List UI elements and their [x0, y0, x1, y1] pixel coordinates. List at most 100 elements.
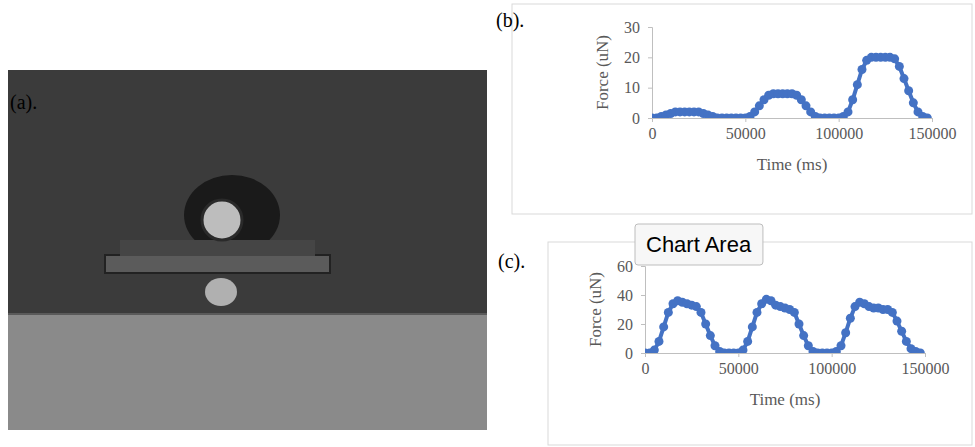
point: [848, 95, 857, 104]
axis-line: [648, 28, 653, 119]
tick-label: 20: [617, 316, 633, 333]
tick-mark: [648, 57, 652, 58]
tick-mark: [648, 88, 652, 89]
point: [664, 308, 673, 317]
point: [841, 328, 850, 337]
point: [659, 322, 668, 331]
point: [893, 317, 902, 326]
y-axis: 0204060: [617, 258, 646, 362]
point: [739, 346, 748, 353]
point: [790, 308, 799, 317]
tooltip-text: Chart Area: [646, 232, 752, 257]
tick-label: 50000: [719, 360, 759, 377]
tick-mark: [839, 118, 840, 122]
tick-mark: [641, 324, 645, 325]
line: [645, 299, 920, 353]
tick: 0: [632, 110, 652, 127]
line: [652, 57, 927, 118]
tooltip-box: [635, 224, 763, 265]
tick: 20: [617, 316, 645, 333]
point: [888, 308, 897, 317]
plot-area: [645, 295, 925, 353]
point: [799, 331, 808, 340]
point: [748, 322, 757, 331]
tick-label: 20: [624, 49, 640, 66]
tick-label: 0: [642, 360, 650, 377]
point: [650, 346, 659, 353]
tick-label: 50000: [726, 125, 766, 142]
figure: (a). (b). 0 50000 100000 150000 0 10 20 30 Time (m…: [0, 0, 975, 447]
axis-line: [641, 267, 646, 354]
chart: (b).0500001000001500000102030Time (ms)Fo…: [496, 4, 972, 214]
photo: [8, 70, 487, 430]
point: [890, 54, 899, 63]
tick: 150000: [902, 353, 950, 377]
tick-label: 30: [624, 19, 640, 36]
point: [701, 320, 710, 329]
tick-mark: [641, 295, 645, 296]
tick: 50000: [726, 118, 766, 142]
tick-label: 150000: [909, 125, 957, 142]
point: [904, 86, 913, 95]
axis-line: [653, 119, 933, 123]
point: [743, 337, 752, 346]
point: [837, 341, 846, 350]
tick: 0: [642, 353, 650, 377]
tick: 50000: [719, 353, 759, 377]
tick: 30: [624, 19, 652, 36]
chart-frame: [548, 242, 972, 445]
tick-mark: [932, 118, 933, 122]
x-axis: 0 50000 100000 150000: [642, 353, 950, 377]
photo-edge: [8, 313, 487, 315]
x-axis-title: Time (ms): [750, 390, 821, 409]
photo-bead: [202, 200, 242, 240]
tick-label: 0: [649, 125, 657, 142]
y-axis-title: Force (uN): [586, 272, 605, 347]
tick: 20: [624, 49, 652, 66]
point: [897, 327, 906, 336]
tick: 100000: [815, 118, 863, 142]
axis-line: [646, 354, 926, 358]
point: [697, 308, 706, 317]
tick-label: 0: [625, 345, 633, 362]
tick: 0: [625, 345, 645, 362]
point: [858, 65, 867, 74]
panel-label: (a).: [10, 91, 37, 114]
tick-label: 100000: [815, 125, 863, 142]
tick-mark: [641, 266, 645, 267]
chart: (c).0500001000001500000204060Time (ms)Fo…: [498, 242, 972, 445]
point: [853, 80, 862, 89]
photo-mount: [120, 240, 315, 256]
point: [895, 62, 904, 71]
panel-label: (b).: [496, 9, 524, 32]
chart-frame: [512, 4, 972, 214]
point: [795, 320, 804, 329]
y-axis-title: Force (uN): [593, 35, 612, 110]
point: [900, 74, 909, 83]
panel-label: (c).: [498, 250, 525, 273]
tick: 10: [624, 79, 652, 96]
point: [844, 107, 853, 116]
photo-ground: [8, 314, 487, 430]
tick-mark: [925, 353, 926, 357]
tick-label: 60: [617, 258, 633, 275]
photo-beam: [105, 255, 330, 273]
photo-droplet: [205, 278, 237, 306]
tick-label: 100000: [808, 360, 856, 377]
point: [846, 314, 855, 323]
point: [706, 331, 715, 340]
tick-mark: [832, 353, 833, 357]
photo-panel: (a).: [8, 70, 487, 430]
tick-mark: [648, 27, 652, 28]
tick-label: 150000: [902, 360, 950, 377]
point: [923, 114, 932, 119]
tick-mark: [641, 353, 645, 354]
tick-label: 10: [624, 79, 640, 96]
plot-area: [652, 53, 932, 118]
tick-mark: [648, 118, 652, 119]
y-axis: 0 10 20 30: [624, 19, 653, 127]
tick: 100000: [808, 353, 856, 377]
tooltip: Chart Area: [635, 224, 763, 265]
tick-mark: [738, 353, 739, 357]
tick: 150000: [909, 118, 957, 142]
